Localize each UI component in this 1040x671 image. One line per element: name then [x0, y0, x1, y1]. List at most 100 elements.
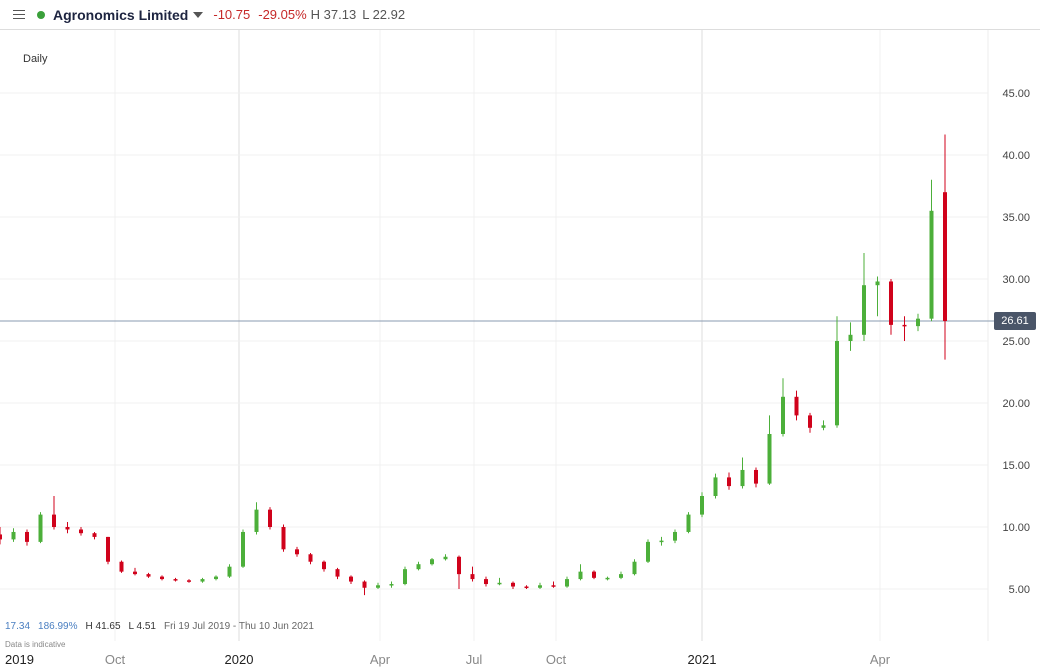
candle-body — [349, 576, 353, 582]
x-tick-label: Apr — [370, 652, 391, 667]
candle-body — [875, 281, 880, 286]
candle-body — [848, 334, 853, 341]
candle-body — [565, 579, 569, 587]
candle-body — [524, 586, 529, 589]
range-low: L 4.51 — [128, 621, 156, 632]
x-tick-label: 2019 — [5, 652, 34, 667]
candle-body — [308, 554, 313, 562]
candle-body — [254, 509, 259, 532]
candle-body — [862, 285, 866, 335]
x-tick-label: 2020 — [225, 652, 254, 667]
last-price-tag: 26.61 — [994, 312, 1036, 330]
chevron-down-icon[interactable] — [193, 11, 204, 18]
candle-body — [781, 396, 785, 434]
candle-body — [241, 531, 245, 567]
y-tick-label: 10.00 — [1002, 522, 1030, 534]
candle-body — [187, 580, 191, 582]
candle-body — [146, 574, 151, 577]
price-change-pct: -29.05% — [258, 7, 307, 22]
candle-body — [578, 571, 583, 580]
candle-body — [551, 585, 556, 587]
candle-body — [430, 559, 434, 565]
candle-body — [335, 569, 340, 577]
candle-body — [38, 514, 43, 542]
candle-body — [902, 324, 907, 327]
candle-body — [281, 527, 286, 550]
candle-body — [160, 576, 164, 580]
candle-body — [470, 574, 475, 580]
candle-body — [92, 533, 97, 537]
candle-body — [713, 477, 718, 496]
candle-body — [767, 434, 772, 484]
candle-body — [659, 540, 664, 543]
y-tick-label: 15.00 — [1002, 460, 1030, 472]
range-change-pct: 186.99% — [38, 621, 78, 632]
candle-body — [268, 509, 272, 527]
candle-body — [362, 581, 367, 588]
candle-body — [214, 576, 218, 580]
candle-body — [835, 341, 839, 426]
date-range: Fri 19 Jul 2019 - Thu 10 Jun 2021 — [163, 621, 314, 632]
candle-body — [119, 561, 124, 572]
candle-body — [632, 561, 637, 575]
data-note: Data is indicative — [5, 640, 66, 649]
candle-body — [511, 582, 515, 587]
candle-body — [173, 579, 178, 581]
candle-body — [754, 469, 758, 484]
market-status-icon — [37, 10, 45, 19]
candle-body — [740, 469, 745, 487]
candle-body — [79, 529, 83, 534]
y-tick-label: 45.00 — [1002, 88, 1030, 100]
candle-body — [889, 281, 893, 325]
candle-body — [376, 585, 380, 588]
candle-body — [295, 549, 299, 555]
x-tick-label: Jul — [466, 652, 483, 667]
x-tick-label: Oct — [105, 652, 126, 667]
y-tick-label: 40.00 — [1002, 150, 1030, 162]
instrument-name[interactable]: Agronomics Limited — [53, 6, 189, 23]
x-tick-label: 2021 — [688, 652, 717, 667]
candle-body — [0, 534, 2, 540]
candle-body — [538, 585, 542, 588]
candle-body — [25, 531, 29, 542]
candle-body — [227, 566, 232, 577]
y-tick-label: 30.00 — [1002, 274, 1030, 286]
candlestick-chart[interactable]: 2019 Oct 2020 Apr Jul Oct 2021 Apr 5.00 10.00 15.0… — [0, 30, 1040, 671]
interval-label: Daily — [23, 53, 48, 65]
range-high: H 41.65 — [85, 621, 121, 632]
y-tick-label: 5.00 — [1009, 584, 1030, 596]
day-low: L 22.92 — [362, 7, 406, 22]
candle-body — [484, 579, 488, 585]
chart-header: Agronomics Limited -10.75 -29.05% H 37.1… — [0, 0, 1040, 30]
candle-body — [929, 210, 934, 319]
candle-body — [416, 564, 421, 570]
candle-body — [457, 556, 461, 575]
price-change: -10.75 — [213, 7, 251, 22]
candle-body — [52, 514, 56, 527]
candle-body — [389, 584, 394, 586]
candle-body — [106, 536, 110, 562]
candle-body — [497, 582, 502, 585]
candle-body — [322, 561, 326, 570]
candle-body — [605, 577, 610, 580]
menu-icon[interactable] — [13, 10, 25, 19]
candle-body — [592, 571, 596, 578]
candle-body — [403, 569, 407, 585]
day-high: H 37.13 — [310, 7, 357, 22]
candle-body — [821, 425, 826, 428]
x-tick-label: Apr — [870, 652, 891, 667]
range-stats: 17.34 186.99% H 41.65 L 4.51 Fri 19 Jul … — [5, 621, 314, 632]
range-change: 17.34 — [5, 621, 31, 632]
candle-body — [808, 415, 812, 428]
x-tick-label: Oct — [546, 652, 567, 667]
candle-body — [11, 531, 16, 540]
candle-body — [700, 496, 704, 515]
candle-body — [727, 477, 731, 487]
candle-body — [943, 192, 947, 322]
y-tick-label: 35.00 — [1002, 212, 1030, 224]
candle-body — [619, 574, 623, 578]
candle-body — [200, 579, 205, 582]
candle-body — [673, 531, 677, 541]
candle-body — [916, 318, 920, 327]
candle-body — [133, 571, 137, 575]
